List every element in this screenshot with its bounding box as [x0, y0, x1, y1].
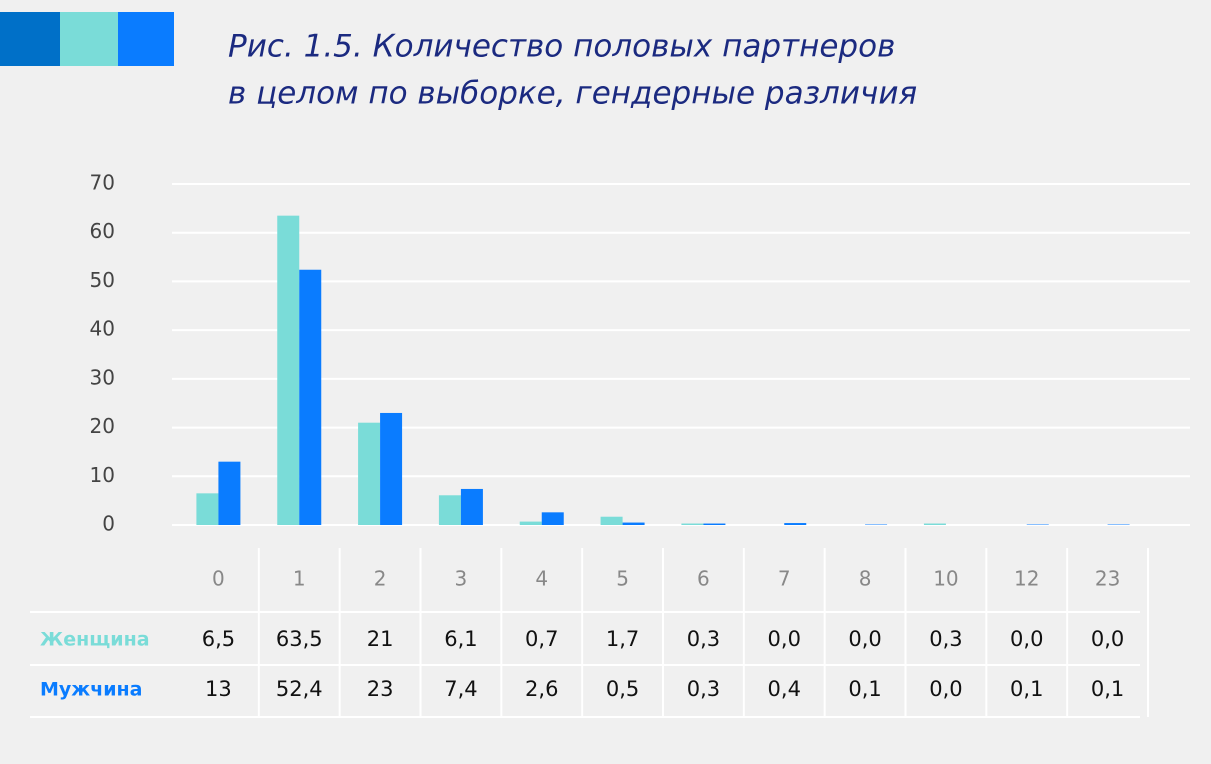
data-label: 0,0 [1010, 627, 1043, 651]
bar [519, 521, 542, 525]
data-label: 0,0 [1091, 627, 1124, 651]
x-tick-label: 5 [616, 567, 629, 591]
data-label: 1,7 [606, 627, 639, 651]
x-tick-label: 3 [455, 567, 468, 591]
y-tick-label: 40 [90, 317, 115, 341]
data-label: 0,4 [768, 677, 801, 701]
data-label: 63,5 [276, 627, 323, 651]
chart-title: Рис. 1.5. Количество половых партнеров [228, 29, 895, 65]
data-label: 0,0 [768, 627, 801, 651]
legend-label: Женщина [40, 629, 150, 651]
data-label: 52,4 [276, 677, 323, 701]
y-tick-label: 70 [90, 171, 115, 195]
y-tick-label: 30 [90, 365, 115, 389]
bar [196, 493, 219, 525]
data-label: 0,1 [1091, 677, 1124, 701]
bar [703, 523, 726, 525]
data-label: 13 [205, 677, 232, 701]
bar [380, 412, 403, 525]
y-tick-label: 0 [102, 512, 115, 536]
decor-block [118, 12, 174, 66]
bar [600, 516, 623, 525]
data-label: 23 [367, 677, 394, 701]
x-tick-label: 12 [1014, 567, 1039, 591]
chart-subtitle: в целом по выборке, гендерные различия [228, 76, 917, 112]
decor-block [0, 12, 60, 66]
data-label: 0,3 [929, 627, 962, 651]
data-label: 0,0 [848, 627, 881, 651]
data-label: 0,7 [525, 627, 558, 651]
bar [460, 488, 483, 525]
data-label: 0,3 [687, 627, 720, 651]
data-label: 6,5 [202, 627, 235, 651]
x-tick-label: 10 [933, 567, 958, 591]
data-label: 6,1 [444, 627, 477, 651]
data-label: 2,6 [525, 677, 558, 701]
bar [299, 269, 322, 525]
x-tick-label: 7 [778, 567, 791, 591]
x-tick-label: 2 [374, 567, 387, 591]
x-tick-label: 0 [212, 567, 225, 591]
x-tick-label: 8 [859, 567, 872, 591]
bar [218, 461, 241, 525]
data-label: 7,4 [444, 677, 477, 701]
bar [277, 215, 300, 525]
data-label: 0,5 [606, 677, 639, 701]
data-label: 0,1 [848, 677, 881, 701]
y-tick-label: 10 [90, 463, 115, 487]
bar [438, 495, 461, 525]
data-label: 21 [367, 627, 394, 651]
y-tick-label: 20 [90, 414, 115, 438]
bar [541, 512, 564, 525]
x-tick-label: 4 [535, 567, 548, 591]
bar [622, 522, 645, 525]
y-tick-label: 50 [90, 268, 115, 292]
decor-block [60, 12, 118, 66]
legend-label: Мужчина [40, 679, 143, 701]
x-tick-label: 6 [697, 567, 710, 591]
data-label: 0,1 [1010, 677, 1043, 701]
x-tick-label: 1 [293, 567, 306, 591]
x-tick-label: 23 [1095, 567, 1120, 591]
bar [681, 523, 704, 525]
bar [358, 422, 381, 525]
data-label: 0,3 [687, 677, 720, 701]
y-tick-label: 60 [90, 219, 115, 243]
data-label: 0,0 [929, 677, 962, 701]
bar [784, 523, 807, 525]
bar [923, 523, 946, 525]
